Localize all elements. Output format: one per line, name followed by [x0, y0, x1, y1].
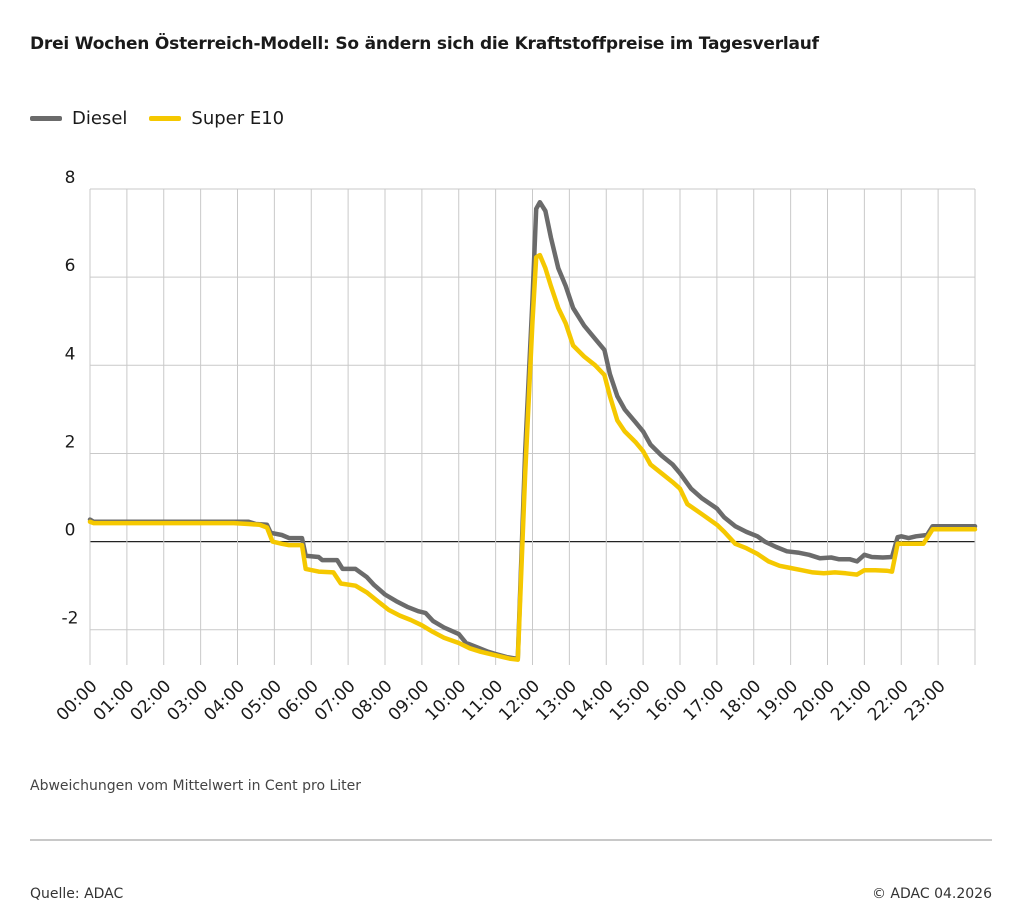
- legend-item-diesel: Diesel: [30, 108, 127, 129]
- legend: Diesel Super E10: [30, 108, 306, 129]
- x-tick-label: 16:00: [643, 676, 692, 725]
- source-text: Quelle: ADAC: [30, 886, 124, 902]
- x-tick-label: 20:00: [790, 676, 839, 725]
- chart-title: Drei Wochen Österreich-Modell: So ändern…: [30, 34, 819, 54]
- x-tick-label: 23:00: [901, 676, 950, 725]
- x-tick-label: 00:00: [53, 676, 102, 725]
- x-tick-label: 03:00: [163, 676, 212, 725]
- copyright-text: © ADAC 04.2026: [871, 886, 992, 902]
- axis-note: Abweichungen vom Mittelwert in Cent pro …: [30, 778, 362, 794]
- x-tick-label: 04:00: [200, 676, 249, 725]
- series-line-super-e10: [87, 252, 978, 662]
- x-tick-label: 02:00: [126, 676, 175, 725]
- line-chart: 8 6 4 2 0 -2 00:0001:0002:0003:0004:0005:0006:…: [53, 168, 978, 725]
- legend-label-diesel: Diesel: [72, 108, 128, 129]
- legend-swatch-super-e10: [149, 116, 182, 121]
- x-tick-label: 21:00: [827, 676, 876, 725]
- x-tick-label: 14:00: [569, 676, 618, 725]
- x-tick-label: 11:00: [458, 676, 507, 725]
- x-tick-label: 12:00: [495, 676, 544, 725]
- axes: 8 6 4 2 0 -2 00:0001:0002:0003:0004:0005:0006:…: [53, 168, 950, 725]
- divider: [30, 839, 992, 841]
- x-tick-label: 09:00: [385, 676, 434, 725]
- x-tick-label: 19:00: [753, 676, 802, 725]
- x-tick-label: 06:00: [274, 676, 323, 725]
- x-tick-label: 05:00: [237, 676, 286, 725]
- x-tick-label: 13:00: [532, 676, 581, 725]
- x-tick-label: 17:00: [680, 676, 729, 725]
- x-tick-label: 18:00: [716, 676, 765, 725]
- y-tick-label: 0: [65, 521, 76, 541]
- x-tick-label: 01:00: [90, 676, 139, 725]
- x-tick-label: 07:00: [311, 676, 360, 725]
- x-tick-label: 08:00: [348, 676, 397, 725]
- x-tick-label: 22:00: [864, 676, 913, 725]
- y-tick-label: -2: [62, 609, 79, 629]
- x-tick-label: 10:00: [421, 676, 470, 725]
- y-tick-label: 6: [65, 256, 76, 276]
- x-tick-label: 15:00: [606, 676, 655, 725]
- legend-item-super-e10: Super E10: [149, 108, 284, 129]
- legend-swatch-diesel: [30, 116, 62, 121]
- series-line-diesel: [87, 199, 978, 661]
- y-tick-label: 8: [65, 168, 76, 188]
- legend-label-super-e10: Super E10: [191, 108, 285, 129]
- series: [87, 199, 978, 662]
- y-tick-label: 2: [65, 432, 76, 452]
- y-tick-label: 4: [65, 344, 76, 364]
